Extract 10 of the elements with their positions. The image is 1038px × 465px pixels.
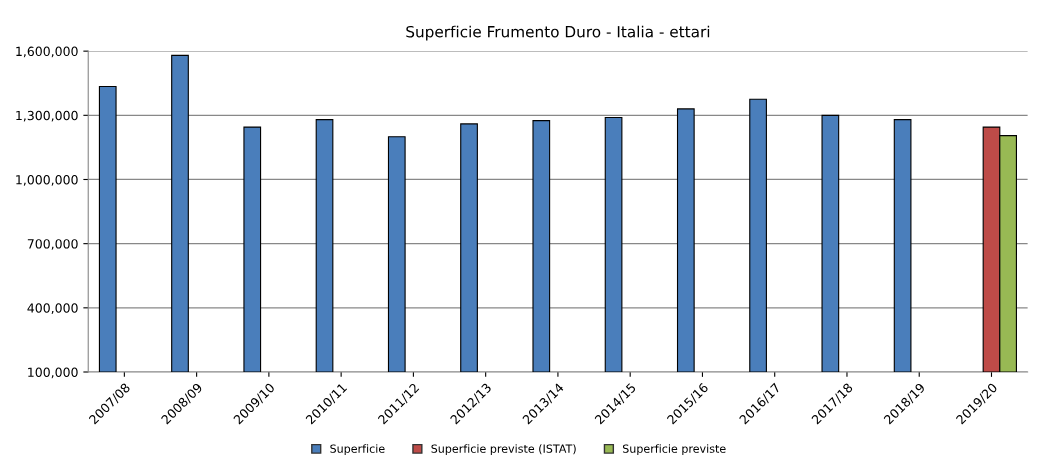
y-tick-label: 100,000 — [28, 367, 78, 379]
chart-title: Superficie Frumento Duro - Italia - ettari — [406, 25, 710, 41]
y-tick-label: 700,000 — [27, 239, 78, 250]
y-tick-label: 1,000,000 — [16, 174, 78, 186]
legend-label: Superficie — [330, 444, 385, 455]
legend-label: Superficie previste (ISTAT) — [431, 444, 576, 455]
legend-label: Superficie previste — [622, 444, 726, 455]
y-tick-label: 1,300,000 — [16, 110, 78, 122]
y-tick-label: 1,600,000 — [16, 46, 78, 58]
y-tick-label: 400,000 — [27, 303, 78, 315]
